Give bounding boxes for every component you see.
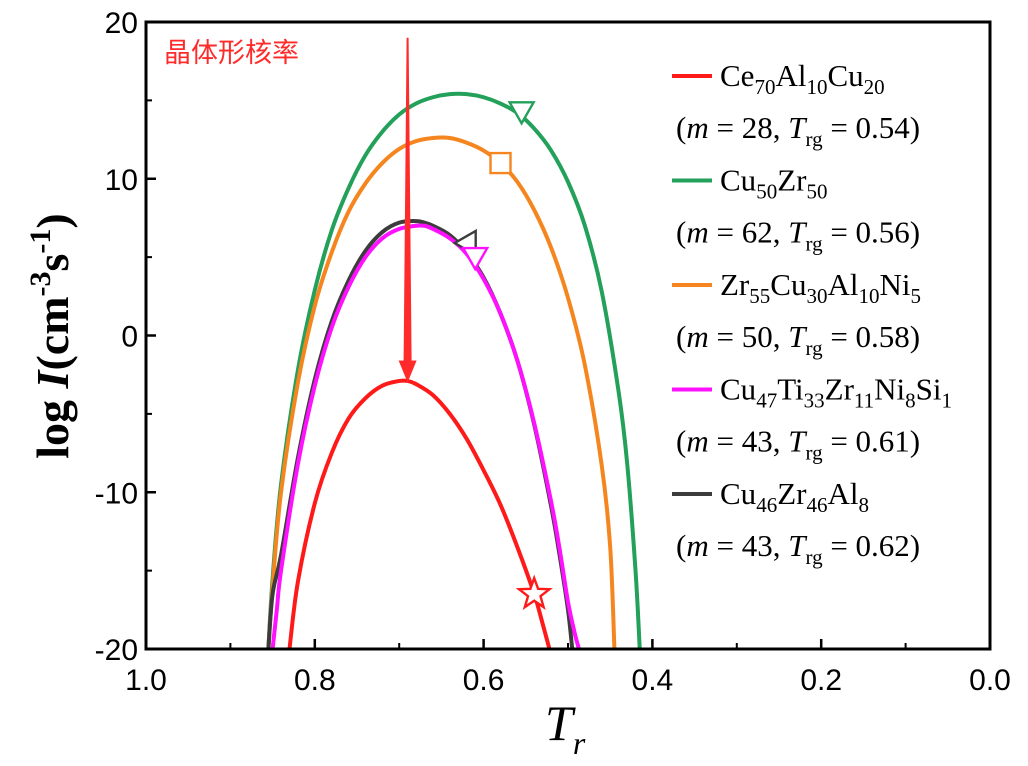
legend-formula-2: Zr55​Cu30​Al10​Ni5​ — [720, 267, 921, 308]
series-line-3 — [270, 223, 581, 649]
axes: 1.0 0.8 0.6 0.4 0.2 0.0 -20 -10 0 10 20 Tr log I(cm-… — [24, 7, 1011, 761]
y-tick-label: -10 — [95, 477, 138, 510]
legend-params-3: (m = 43, Trg = 0.61) — [676, 424, 920, 465]
annotation-text: 晶体形核率 — [164, 38, 299, 69]
x-tick-label: 0.4 — [632, 664, 674, 697]
y-tick-label: -20 — [95, 634, 138, 667]
legend-formula-3: Cu47​Ti33​Zr11​Ni8​Si1​ — [720, 372, 952, 413]
x-tick-label: 0.6 — [463, 664, 505, 697]
y-tick-label: 10 — [105, 164, 138, 197]
y-tick-label: 20 — [105, 7, 138, 40]
annotation-arrow — [398, 37, 417, 383]
annotation: 晶体形核率 — [164, 37, 417, 383]
legend-formula-4: Cu46​Zr46​Al8​ — [720, 476, 869, 517]
series-marker-3 — [461, 246, 490, 272]
x-tick-label: 1.0 — [125, 664, 167, 697]
x-tick-label: 0.2 — [800, 664, 842, 697]
legend-formula-1: Cu50​Zr50​ — [720, 163, 827, 204]
legend-params-2: (m = 50, Trg = 0.58) — [676, 319, 920, 360]
legend-params-1: (m = 62, Trg = 0.56) — [676, 215, 920, 256]
y-tick-label: 0 — [121, 321, 138, 354]
legend-params-0: (m = 28, Trg = 0.54) — [676, 110, 920, 151]
series-line-2 — [266, 135, 617, 649]
series-line-1 — [266, 91, 642, 649]
legend-params-4: (m = 43, Trg = 0.62) — [676, 528, 920, 569]
series-marker-1 — [507, 101, 536, 126]
series-markers — [452, 101, 553, 610]
legend-formula-0: Ce70​Al10​Cu20​ — [720, 58, 885, 99]
series-curves — [266, 91, 642, 649]
series-line-0 — [287, 378, 552, 649]
x-tick-label: 0.0 — [969, 664, 1011, 697]
x-axis-title: Tr — [545, 695, 586, 761]
legend: Ce70​Al10​Cu20​ (m = 28, Trg = 0.54) Cu50​… — [672, 58, 952, 569]
x-tick-label: 0.8 — [294, 664, 336, 697]
y-axis-title: log I(cm-3s-1) — [24, 213, 78, 458]
series-marker-0 — [515, 574, 553, 610]
series-marker-2 — [489, 151, 512, 175]
